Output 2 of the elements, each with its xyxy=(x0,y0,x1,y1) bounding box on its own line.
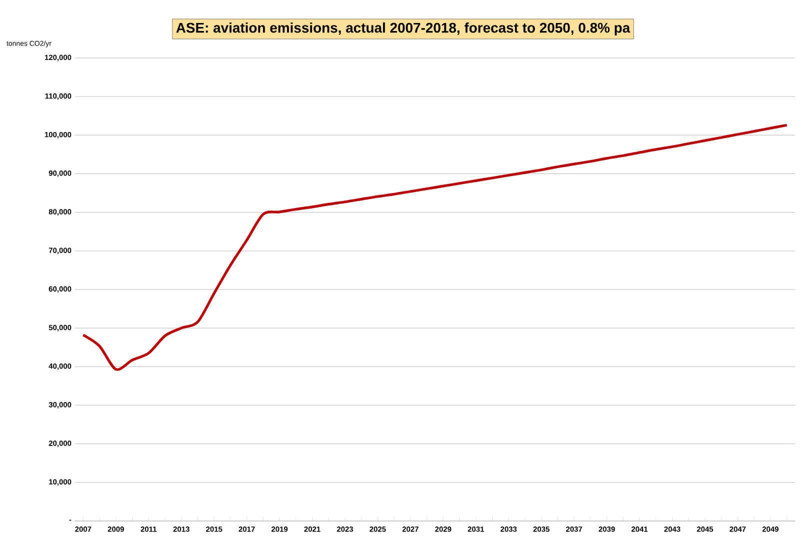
line-series xyxy=(82,124,788,371)
chart-title: ASE: aviation emissions, actual 2007-2018, forecast to 2050, 0.8% pa xyxy=(176,22,630,36)
